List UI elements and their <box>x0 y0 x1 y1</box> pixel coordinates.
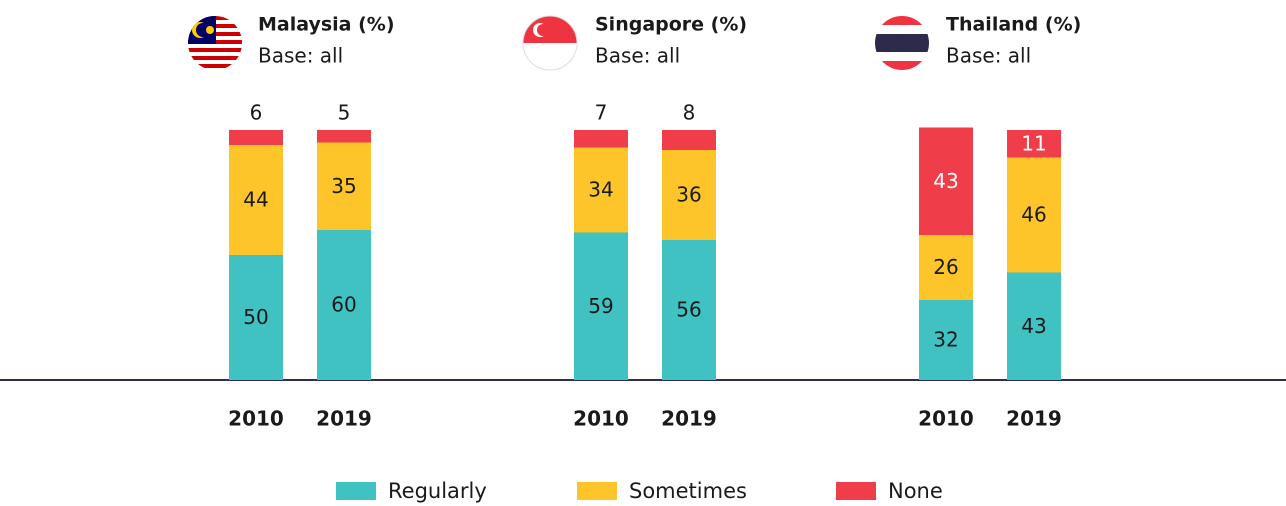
data-label: 44 <box>243 188 268 212</box>
x-tick-label: 2010 <box>918 407 974 431</box>
x-tick-label: 2019 <box>661 407 717 431</box>
bar-segment <box>229 145 283 255</box>
bar-segment <box>229 130 283 145</box>
bar-segment <box>1007 272 1061 380</box>
flag-malaysia <box>188 16 242 70</box>
data-label: 43 <box>933 169 958 193</box>
data-label: 5 <box>338 101 351 125</box>
bar-segment <box>317 142 371 230</box>
data-label: 46 <box>1021 203 1046 227</box>
data-label: 32 <box>933 328 958 352</box>
bar-segment <box>574 130 628 148</box>
bar-segment <box>1007 157 1061 273</box>
data-label: 34 <box>588 178 613 202</box>
chart-title: Thailand (%) <box>946 14 1081 36</box>
data-label: 59 <box>588 294 613 318</box>
bar-segment <box>574 232 628 380</box>
legend-swatch <box>836 482 876 500</box>
data-label: 36 <box>676 183 701 207</box>
legend-swatch <box>577 482 617 500</box>
data-label: 7 <box>595 101 608 125</box>
flag-border <box>522 15 578 71</box>
x-tick-label: 2019 <box>316 407 372 431</box>
bar-segment <box>919 127 973 235</box>
legend-label: Regularly <box>388 479 487 503</box>
x-tick-label: 2019 <box>1006 407 1062 431</box>
data-label: 8 <box>683 101 696 125</box>
chart-title: Singapore (%) <box>595 14 747 36</box>
bar-segment <box>662 240 716 380</box>
legend-swatch <box>336 482 376 500</box>
bar-segment <box>229 255 283 380</box>
bar-segment <box>919 235 973 300</box>
bar-segment <box>574 147 628 233</box>
bar-segment <box>1007 130 1061 158</box>
data-label: 56 <box>676 298 701 322</box>
data-label: 60 <box>331 293 356 317</box>
data-label: 26 <box>933 255 958 279</box>
bar-segment <box>662 150 716 240</box>
chart-subtitle: Base: all <box>595 44 680 68</box>
data-label: 11 <box>1021 131 1046 155</box>
data-label: 6 <box>250 101 263 125</box>
bar-segment <box>317 230 371 380</box>
flag-thailand <box>875 16 929 70</box>
bar-segment <box>662 130 716 150</box>
data-label: 50 <box>243 305 268 329</box>
chart-subtitle: Base: all <box>258 44 343 68</box>
bar-segment <box>919 300 973 380</box>
data-label: 35 <box>331 174 356 198</box>
chart-subtitle: Base: all <box>946 44 1031 68</box>
x-tick-label: 2010 <box>573 407 629 431</box>
chart-title: Malaysia (%) <box>258 14 395 36</box>
legend-label: None <box>888 479 943 503</box>
x-tick-label: 2010 <box>228 407 284 431</box>
bar-segment <box>317 130 371 143</box>
data-label: 43 <box>1021 314 1046 338</box>
legend-label: Sometimes <box>629 479 747 503</box>
